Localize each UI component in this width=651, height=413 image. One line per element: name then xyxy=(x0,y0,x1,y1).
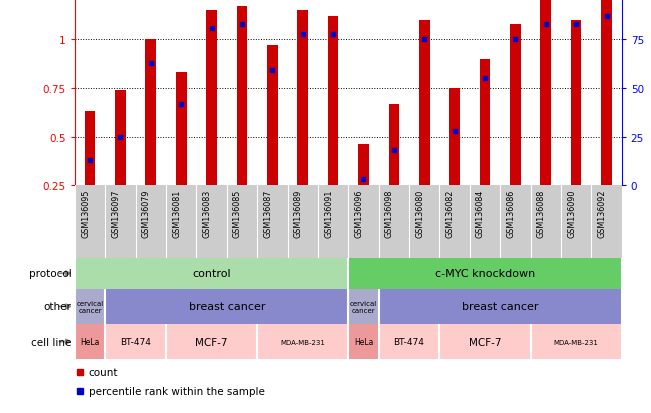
Text: HeLa: HeLa xyxy=(80,337,100,346)
Text: control: control xyxy=(192,268,231,279)
Text: percentile rank within the sample: percentile rank within the sample xyxy=(89,386,264,396)
Text: cervical
cancer: cervical cancer xyxy=(76,300,104,313)
Text: protocol: protocol xyxy=(29,268,72,279)
Text: GSM136081: GSM136081 xyxy=(173,190,181,237)
Text: GSM136090: GSM136090 xyxy=(567,190,576,238)
Text: breast cancer: breast cancer xyxy=(462,301,538,312)
Text: GSM136097: GSM136097 xyxy=(111,190,120,238)
Bar xyxy=(449,89,460,186)
Text: GSM136091: GSM136091 xyxy=(324,190,333,238)
Bar xyxy=(176,73,187,186)
Text: cervical
cancer: cervical cancer xyxy=(350,300,377,313)
Bar xyxy=(480,59,490,186)
Bar xyxy=(389,104,399,186)
Text: GSM136096: GSM136096 xyxy=(355,190,363,238)
Text: GSM136089: GSM136089 xyxy=(294,190,303,238)
Bar xyxy=(105,324,166,359)
Bar xyxy=(419,21,430,186)
Text: BT-474: BT-474 xyxy=(120,337,151,346)
Text: HeLa: HeLa xyxy=(353,337,373,346)
Text: GSM136085: GSM136085 xyxy=(233,190,242,238)
Bar xyxy=(379,324,439,359)
Bar xyxy=(379,289,622,324)
Text: MCF-7: MCF-7 xyxy=(469,337,501,347)
Bar xyxy=(348,289,379,324)
Bar xyxy=(206,11,217,186)
Text: cell line: cell line xyxy=(31,337,72,347)
Text: count: count xyxy=(89,367,118,377)
Bar xyxy=(348,324,379,359)
Bar xyxy=(115,91,126,186)
Text: GSM136098: GSM136098 xyxy=(385,190,394,238)
Text: BT-474: BT-474 xyxy=(394,337,424,346)
Text: GSM136092: GSM136092 xyxy=(598,190,607,238)
Text: GSM136082: GSM136082 xyxy=(446,190,454,238)
Bar xyxy=(75,324,105,359)
Text: GSM136088: GSM136088 xyxy=(537,190,546,237)
Bar xyxy=(146,40,156,186)
Text: GSM136079: GSM136079 xyxy=(142,190,151,238)
Bar xyxy=(348,258,622,289)
Text: GSM136087: GSM136087 xyxy=(264,190,272,238)
Bar xyxy=(571,21,581,186)
Bar xyxy=(298,11,308,186)
Bar xyxy=(602,0,612,186)
Text: other: other xyxy=(44,301,72,312)
Bar xyxy=(105,289,348,324)
Text: MDA-MB-231: MDA-MB-231 xyxy=(554,339,598,345)
Bar xyxy=(531,324,622,359)
Bar xyxy=(540,0,551,186)
Text: breast cancer: breast cancer xyxy=(189,301,265,312)
Text: MCF-7: MCF-7 xyxy=(195,337,228,347)
Bar xyxy=(267,46,277,186)
Bar xyxy=(75,289,105,324)
Text: GSM136083: GSM136083 xyxy=(202,190,212,237)
Text: GSM136080: GSM136080 xyxy=(415,190,424,237)
Bar xyxy=(328,17,339,186)
Text: GSM136095: GSM136095 xyxy=(81,190,90,238)
Bar xyxy=(237,7,247,186)
Bar xyxy=(439,324,531,359)
Bar xyxy=(257,324,348,359)
Text: c-MYC knockdown: c-MYC knockdown xyxy=(435,268,535,279)
Bar xyxy=(85,112,95,186)
Bar xyxy=(510,25,521,186)
Text: GSM136084: GSM136084 xyxy=(476,190,485,237)
Text: MDA-MB-231: MDA-MB-231 xyxy=(281,339,325,345)
Bar xyxy=(358,145,368,186)
Bar xyxy=(166,324,257,359)
Bar xyxy=(75,258,348,289)
Text: GSM136086: GSM136086 xyxy=(506,190,516,237)
